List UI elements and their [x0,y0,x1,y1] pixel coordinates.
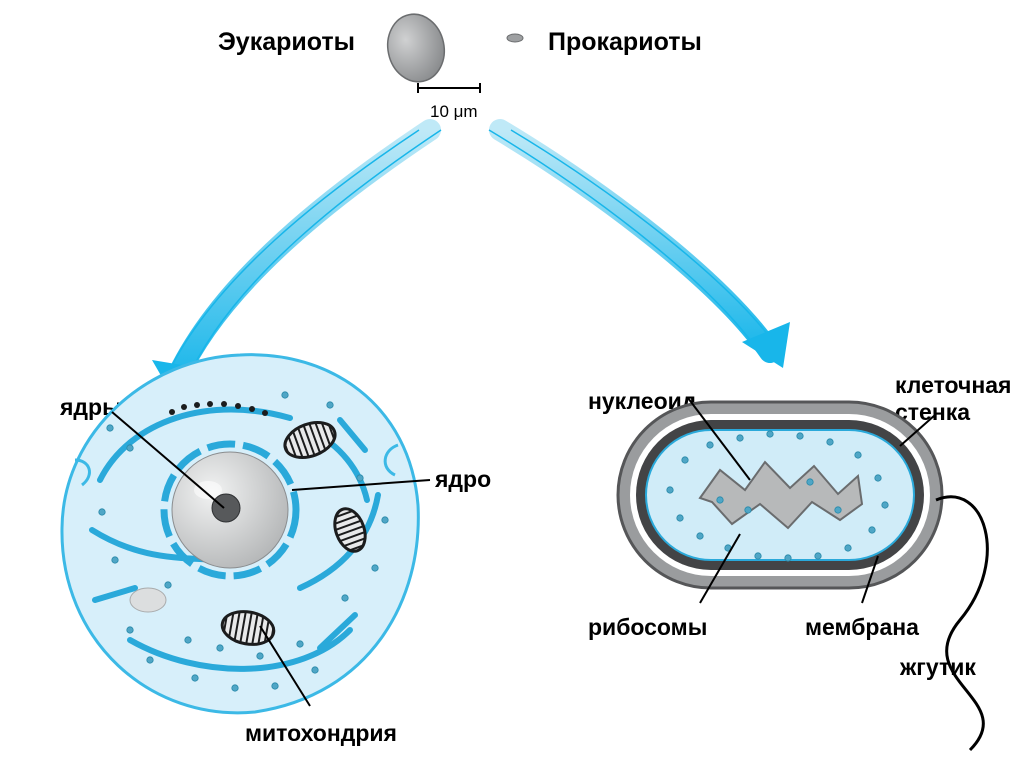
prokaryote-title: Прокариоты [548,28,702,57]
rough-er-dots [169,401,268,416]
mitochondrion-3 [220,608,277,649]
ribosomes-label: рибосомы [588,614,707,641]
cell-wall-label: клеточнаястенка [895,372,1011,426]
leader-lines [112,398,935,706]
diagram-svg [0,0,1024,768]
vacuole [130,588,166,612]
mitochondrion-label: митохондрия [245,720,397,747]
eukaryote-ribosomes [99,392,388,691]
eukaryote-title: Эукариоты [218,28,355,57]
nucleoid [700,462,862,528]
nucleus [172,452,288,568]
flagellum [936,497,987,750]
membrane-label: мембрана [805,614,919,641]
prokaryote-cell [618,402,987,750]
nucleolus [212,494,240,522]
prokaryote-size-icon [507,34,523,42]
prokaryote-ribosomes [667,431,888,561]
scale-bar [418,83,480,93]
eukaryote-size-icon [382,9,451,87]
left-arrow [152,130,441,400]
nucleoid-label: нуклеоид [588,388,696,415]
nucleolus-label: ядрышко [60,394,166,421]
mitochondrion-1 [280,416,340,464]
mitochondrion-2 [329,505,370,556]
right-arrow [489,130,790,368]
nucleus-envelope [164,444,296,576]
scale-label: 10 μm [430,102,478,122]
endoplasmic-reticulum [92,410,378,669]
nucleus-label: ядро [435,466,491,493]
flagellum-label: жгутик [900,654,976,681]
